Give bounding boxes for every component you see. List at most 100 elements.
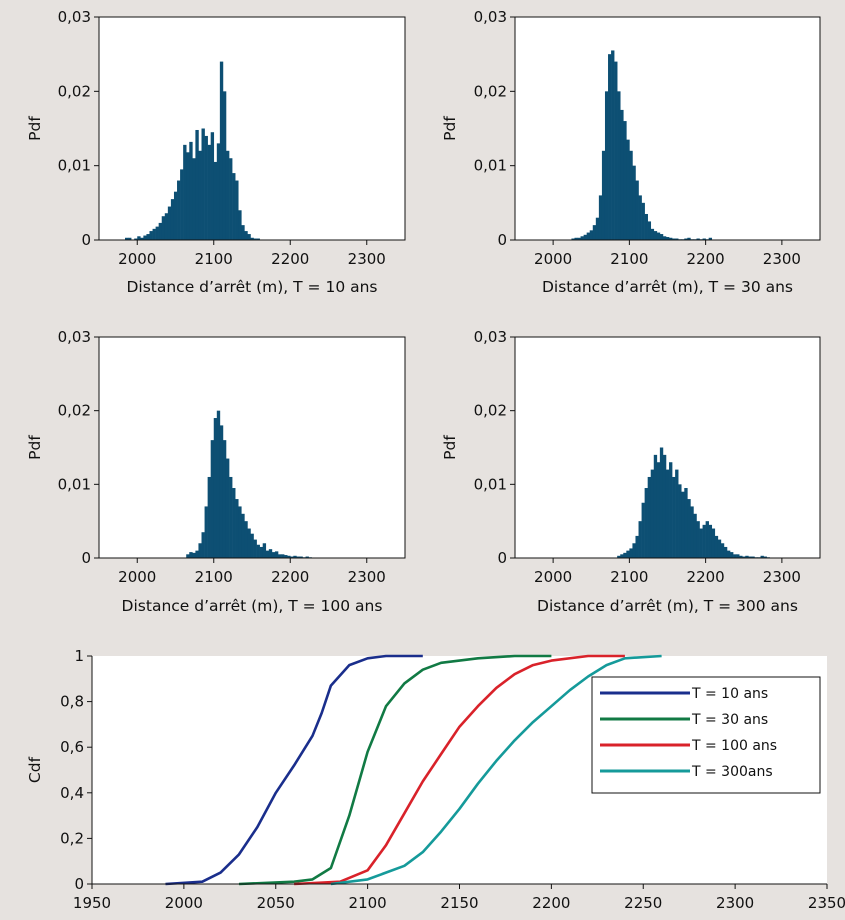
histogram-bar [702, 524, 706, 558]
y-tick-label: 0,8 [60, 693, 84, 711]
histogram-bar [155, 226, 159, 240]
histogram-bar [730, 552, 734, 558]
histogram-bar [238, 210, 242, 240]
histogram-bar [665, 237, 670, 240]
histogram-bar [274, 551, 279, 558]
histogram-bar [170, 199, 175, 240]
histogram-bar [198, 150, 202, 240]
y-tick-label: 0,01 [58, 157, 91, 175]
histogram-bar [672, 476, 676, 558]
histogram-bar [659, 447, 664, 558]
histogram-bar [635, 180, 639, 240]
cdf-line-2 [238, 654, 552, 886]
x-tick-label: 2100 [349, 894, 387, 912]
x-axis-label: Distance d’arrêt (m), T = 10 ans [126, 278, 377, 296]
histogram-bar [656, 462, 661, 558]
y-axis-label: Pdf [441, 116, 459, 141]
histogram-bar [702, 238, 706, 240]
histogram-bar [173, 191, 178, 240]
y-tick-label: 0,02 [474, 82, 507, 100]
histogram-bar [229, 158, 233, 240]
histogram-bar [232, 488, 236, 558]
histogram-bar [742, 556, 746, 558]
x-tick-label: 2250 [624, 894, 662, 912]
histogram-bar [207, 144, 211, 240]
plot-area [98, 336, 406, 559]
histogram-bar [201, 532, 205, 558]
y-tick-label: 0,01 [474, 475, 507, 493]
histogram-bar [632, 543, 636, 558]
histogram-bar [305, 556, 309, 558]
histogram-bar [717, 539, 722, 558]
y-axis-label: Cdf [26, 756, 44, 783]
histogram-bar [601, 150, 606, 240]
x-tick-label: 2000 [534, 568, 572, 586]
histogram-bar [580, 236, 584, 240]
histogram-bar [244, 521, 248, 558]
histogram-bar [241, 513, 245, 558]
plot-frame [514, 336, 821, 559]
histogram-bar [696, 521, 700, 558]
histogram-bar [632, 165, 636, 240]
histogram-bar [164, 213, 169, 240]
histogram-bar [204, 506, 208, 558]
x-tick-label: 2300 [763, 250, 801, 268]
histogram-bar [250, 237, 254, 240]
y-tick-label: 0 [81, 231, 91, 249]
x-tick-label: 2100 [610, 250, 648, 268]
histogram-bar [210, 440, 215, 558]
histogram-bar [281, 554, 285, 558]
x-tick-label: 2000 [118, 568, 156, 586]
histogram-bar [714, 535, 719, 558]
histogram-bar [213, 161, 218, 240]
histogram-bar [290, 556, 294, 558]
histogram-bar [262, 543, 267, 558]
histogram-bar [638, 521, 642, 558]
cdf-line-4 [330, 654, 662, 886]
histogram-bar [653, 454, 658, 558]
legend-label-3: T = 100 ans [691, 738, 777, 754]
x-tick-label: 2000 [118, 250, 156, 268]
y-tick-label: 0 [81, 549, 91, 567]
histogram-bar [641, 502, 645, 558]
histogram-bar [629, 548, 633, 558]
histogram-t10: 0 0,01 0,02 0,03 2000 2100 2200 2300 Distance d’… [26, 8, 406, 296]
y-tick-label: 0 [74, 875, 84, 893]
histogram-bar [195, 550, 199, 558]
histogram-bar [684, 488, 688, 558]
cdf-chart: 0 0,2 0,4 0,6 0,8 1 1950 2000 2050 2100 2150 2200 22… [26, 647, 845, 912]
y-tick-label: 0,01 [474, 157, 507, 175]
histogram-bar [577, 237, 581, 240]
y-tick-label: 0,4 [60, 784, 84, 802]
histogram-bar [192, 158, 196, 240]
histogram-bar [681, 491, 685, 558]
x-tick-label: 2200 [271, 568, 309, 586]
histogram-bar [611, 50, 615, 241]
y-tick-label: 0 [497, 231, 507, 249]
histogram-bar [253, 238, 257, 240]
x-tick-label: 2100 [195, 568, 233, 586]
histogram-bar [708, 524, 713, 558]
histogram-bar [192, 552, 196, 558]
histogram-bar [244, 231, 248, 240]
histogram-bar [733, 554, 737, 558]
y-tick-label: 1 [74, 647, 84, 665]
histogram-bar [268, 549, 273, 558]
histogram-bar [125, 237, 129, 240]
y-axis-label: Pdf [26, 435, 44, 460]
histogram-bar [296, 556, 300, 558]
histogram-bar [583, 234, 587, 240]
histogram-bar [711, 528, 716, 558]
x-tick-label: 2150 [440, 894, 478, 912]
histogram-bar [745, 555, 749, 558]
y-tick-label: 0,02 [58, 82, 91, 100]
histogram-bar [198, 543, 202, 558]
y-tick-label: 0,02 [474, 402, 507, 420]
histogram-bar [684, 238, 688, 240]
histogram-bar [232, 173, 236, 240]
y-tick-label: 0,03 [474, 8, 507, 26]
histogram-bar [650, 228, 655, 240]
histogram-bar [699, 528, 703, 558]
cdf-line-3 [294, 654, 625, 886]
